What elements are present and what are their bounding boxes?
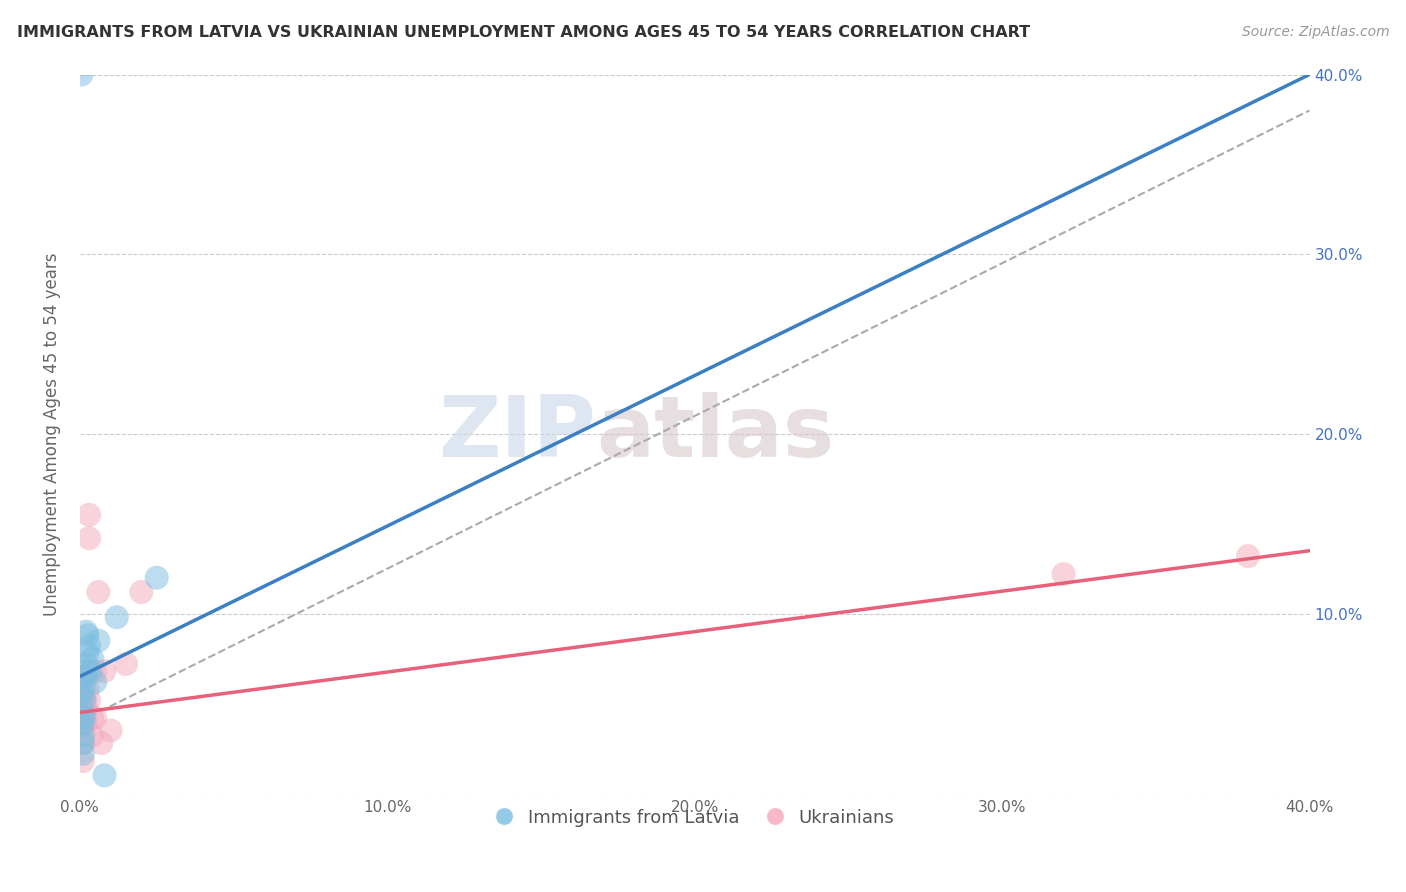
Point [72, 729, 94, 743]
Point [70, 68, 93, 82]
Point [72, 736, 94, 750]
Point [70, 700, 93, 714]
Point [105, 610, 128, 624]
Point [79, 664, 101, 678]
Point [1237, 549, 1260, 563]
Text: IMMIGRANTS FROM LATVIA VS UKRAINIAN UNEMPLOYMENT AMONG AGES 45 TO 54 YEARS CORRE: IMMIGRANTS FROM LATVIA VS UKRAINIAN UNEM… [17, 25, 1031, 40]
Point [145, 571, 167, 585]
Point [90, 736, 112, 750]
Text: ZIP: ZIP [439, 392, 596, 475]
Y-axis label: Unemployment Among Ages 45 to 54 years: Unemployment Among Ages 45 to 54 years [44, 252, 60, 615]
Point [72, 711, 94, 725]
Point [73, 711, 96, 725]
Point [84, 711, 107, 725]
Point [72, 669, 94, 683]
Point [77, 639, 100, 653]
Point [72, 682, 94, 697]
Point [75, 700, 97, 714]
Point [75, 718, 97, 732]
Point [131, 585, 153, 599]
Point [76, 682, 98, 697]
Point [93, 768, 115, 782]
Point [82, 711, 104, 725]
Point [82, 729, 104, 743]
Point [73, 674, 96, 689]
Point [72, 718, 94, 732]
Legend: Immigrants from Latvia, Ukrainians: Immigrants from Latvia, Ukrainians [488, 802, 901, 835]
Point [93, 664, 115, 678]
Point [87, 585, 110, 599]
Point [72, 754, 94, 768]
Point [75, 624, 97, 639]
Point [75, 669, 97, 683]
Point [72, 736, 94, 750]
Point [115, 657, 138, 671]
Point [76, 646, 98, 660]
Point [76, 628, 98, 642]
Point [87, 633, 110, 648]
Point [70, 688, 93, 702]
Point [70, 700, 93, 714]
Point [70, 688, 93, 702]
Point [72, 747, 94, 761]
Point [72, 711, 94, 725]
Point [73, 693, 96, 707]
Point [76, 664, 98, 678]
Text: atlas: atlas [596, 392, 835, 475]
Point [84, 674, 107, 689]
Point [1052, 567, 1074, 582]
Point [77, 508, 100, 522]
Text: Source: ZipAtlas.com: Source: ZipAtlas.com [1241, 25, 1389, 39]
Point [77, 693, 100, 707]
Point [72, 718, 94, 732]
Point [100, 723, 122, 738]
Point [82, 651, 104, 665]
Point [75, 657, 97, 671]
Point [77, 531, 100, 545]
Point [73, 693, 96, 707]
Point [84, 664, 107, 678]
